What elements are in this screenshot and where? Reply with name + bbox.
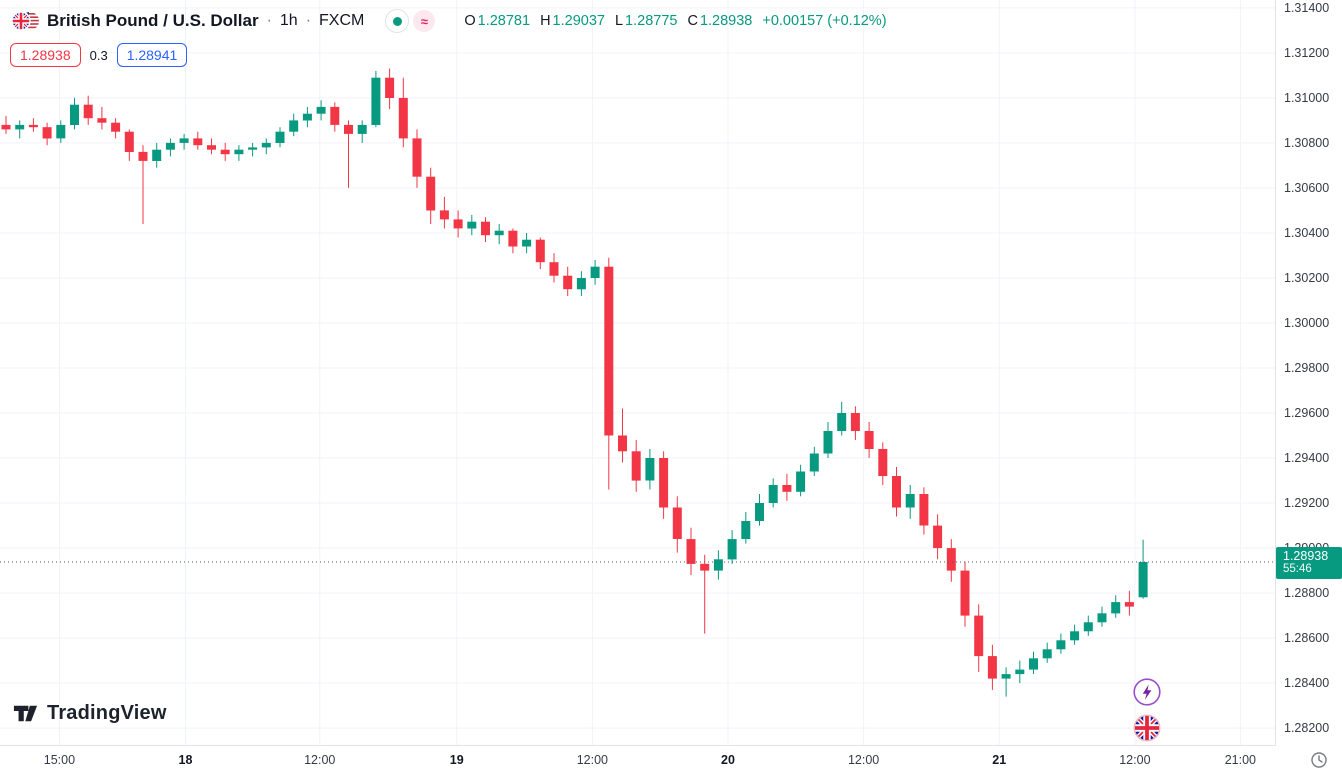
- time-tick-label: 19: [449, 753, 464, 767]
- current-price-label[interactable]: 1.28938 55:46: [1276, 547, 1342, 579]
- price-tick-label: 1.30400: [1284, 225, 1330, 240]
- gbp-flag-button: [1133, 714, 1161, 742]
- price-tick-label: 1.30000: [1284, 315, 1330, 330]
- chart-area[interactable]: British Pound / U.S. Dollar · 1h · FXCM …: [0, 0, 1276, 746]
- tradingview-logo-icon: [13, 705, 38, 722]
- price-tick-label: 1.30800: [1284, 135, 1330, 150]
- clock-icon: [1311, 752, 1327, 768]
- time-tick-label: 12:00: [576, 753, 608, 767]
- interval-label[interactable]: 1h: [279, 12, 298, 29]
- sell-price-button[interactable]: 1.28938: [10, 43, 81, 67]
- bar-countdown: 55:46: [1283, 563, 1312, 575]
- time-axis[interactable]: 15:00 18 12:00 19 12:00 20 12:00 21 12:00 21:00: [0, 746, 1342, 774]
- separator-dot: ·: [305, 12, 312, 29]
- time-tick-label: 18: [178, 753, 193, 767]
- time-tick-label: 21:00: [1224, 753, 1256, 767]
- tradingview-logo-text: TradingView: [47, 702, 167, 724]
- time-tick-label: 15:00: [43, 753, 76, 767]
- separator-dot: ·: [266, 12, 272, 29]
- wave-badge-icon[interactable]: ≈: [413, 10, 436, 32]
- low-label: L: [614, 13, 624, 29]
- price-tick-label: 1.29800: [1284, 360, 1330, 375]
- price-axis[interactable]: 1.28938 55:46 1.31400 1.31200 1.31000 1.308…: [1276, 0, 1342, 745]
- close-label: C: [687, 13, 698, 29]
- price-tick-label: 1.29400: [1284, 451, 1330, 466]
- exchange-label[interactable]: FXCM: [319, 12, 365, 29]
- price-tick-label: 1.28800: [1284, 586, 1330, 601]
- price-tick-label: 1.28200: [1284, 721, 1330, 736]
- price-tick-label: 1.31200: [1284, 45, 1330, 60]
- time-tick-label: 12:00: [847, 753, 880, 767]
- chart-header: British Pound / U.S. Dollar · 1h · FXCM …: [10, 8, 887, 67]
- low-value: 1.28775: [625, 13, 678, 29]
- high-label: H: [540, 13, 551, 29]
- time-tick-label: 12:00: [1119, 753, 1151, 767]
- ohlc-readout: O 1.28781 H 1.29037 L 1.28775 C 1.28938 +0.0…: [464, 13, 886, 29]
- lightning-boost-button[interactable]: [1133, 678, 1161, 706]
- symbol-title[interactable]: British Pound / U.S. Dollar: [47, 11, 259, 30]
- symbol-flag-pair-icon: [11, 11, 39, 31]
- tradingview-logo[interactable]: TradingView: [12, 700, 167, 727]
- uk-flag-icon: [1133, 714, 1161, 742]
- current-price-value: 1.28938: [1283, 549, 1329, 563]
- time-axis-settings-button[interactable]: [1310, 751, 1328, 769]
- lightning-icon: [1133, 678, 1161, 706]
- price-tick-label: 1.28600: [1284, 631, 1330, 646]
- price-tick-label: 1.30200: [1284, 270, 1330, 285]
- market-open-status-icon[interactable]: [385, 9, 410, 33]
- price-tick-label: 1.29600: [1284, 406, 1330, 420]
- time-tick-label: 20: [721, 753, 735, 767]
- open-value: 1.28781: [477, 13, 531, 29]
- floating-buttons: [1133, 678, 1161, 742]
- change-value: +0.00157 (+0.12%): [762, 13, 887, 29]
- symbol-row: British Pound / U.S. Dollar · 1h · FXCM …: [10, 8, 887, 34]
- time-tick-label: 21: [992, 753, 1007, 767]
- spread-value: 0.3: [89, 47, 108, 63]
- high-value: 1.29037: [552, 13, 605, 29]
- price-tick-label: 1.31000: [1284, 90, 1330, 105]
- symbol-badges: ≈: [385, 9, 436, 33]
- buy-price-button[interactable]: 1.28941: [116, 43, 188, 67]
- close-value: 1.28938: [699, 13, 753, 29]
- price-tick-label: 1.28400: [1284, 676, 1330, 691]
- price-tick-label: 1.30600: [1284, 180, 1330, 195]
- quote-row: 1.28938 0.3 1.28941: [10, 43, 887, 67]
- open-label: O: [464, 13, 476, 29]
- time-tick-label: 12:00: [304, 753, 336, 767]
- candlestick-chart[interactable]: [0, 0, 1275, 745]
- price-tick-label: 1.29200: [1284, 496, 1330, 511]
- price-tick-label: 1.31400: [1284, 0, 1330, 15]
